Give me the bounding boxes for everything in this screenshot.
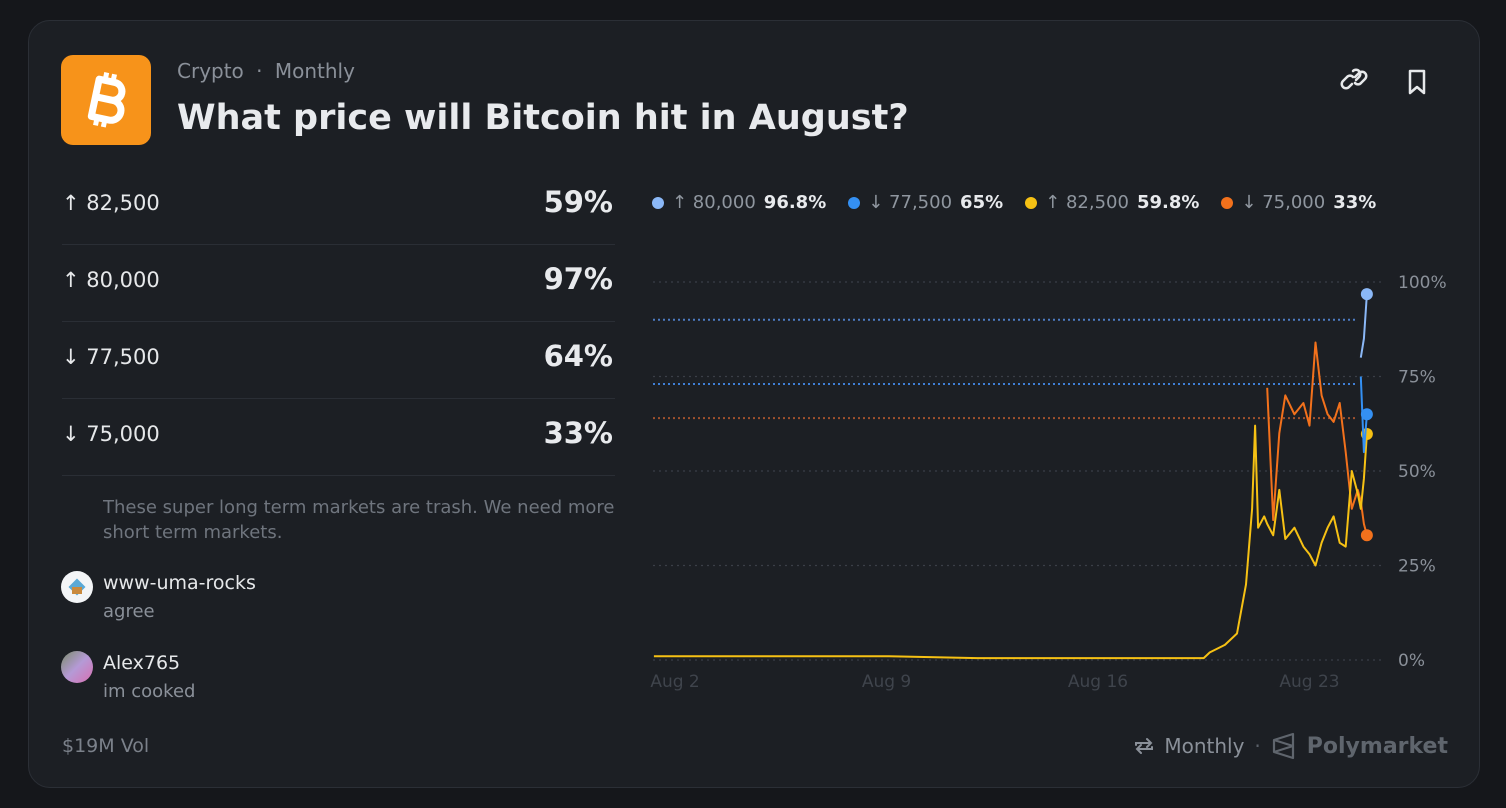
outcome-percent: 59% — [543, 185, 613, 219]
outcome-percent: 97% — [543, 262, 613, 296]
outcome-percent: 33% — [543, 416, 613, 450]
legend-value: 65% — [960, 192, 1004, 213]
legend-dot — [848, 196, 861, 209]
category[interactable]: Crypto — [177, 59, 244, 83]
market-title: What price will Bitcoin hit in August? — [177, 98, 909, 138]
legend-name: ↑ 82,500 — [1045, 192, 1129, 213]
comment-faded: These super long term markets are trash.… — [103, 497, 623, 547]
brand[interactable]: Polymarket — [1306, 733, 1448, 759]
outcome-row[interactable]: ↑ 82,500 59% — [62, 167, 615, 245]
legend-item[interactable]: ↓ 75,000 33% — [1221, 192, 1376, 213]
legend-value: 59.8% — [1136, 192, 1200, 213]
frequency[interactable]: Monthly — [274, 59, 355, 83]
footer-right: Monthly · Polymarket — [1134, 732, 1448, 760]
outcome-label: ↑ 82,500 — [62, 191, 160, 215]
outcome-row[interactable]: ↑ 80,000 97% — [62, 244, 615, 322]
legend-dot — [1221, 196, 1234, 209]
outcome-percent: 64% — [543, 339, 613, 373]
comment-user[interactable]: Alex765 — [103, 652, 181, 674]
legend-item[interactable]: ↑ 80,000 96.8% — [652, 192, 826, 213]
outcome-row[interactable]: ↓ 75,000 33% — [62, 398, 615, 476]
legend-name: ↓ 75,000 — [1241, 192, 1326, 213]
comment-user[interactable]: www-uma-rocks — [103, 572, 256, 594]
legend-name: ↑ 80,000 — [672, 192, 756, 213]
bookmark-button[interactable] — [1405, 68, 1431, 96]
avatar[interactable] — [61, 571, 93, 603]
outcome-row[interactable]: ↓ 77,500 64% — [62, 321, 615, 399]
repeat-icon — [1135, 738, 1154, 754]
outcome-label: ↓ 75,000 — [62, 422, 160, 446]
legend-name: ↓ 77,500 — [868, 192, 953, 213]
outcome-label: ↓ 77,500 — [62, 345, 160, 369]
outcome-label: ↑ 80,000 — [62, 268, 160, 292]
legend-value: 96.8% — [763, 192, 827, 213]
bitcoin-icon — [61, 55, 151, 145]
legend-value: 33% — [1333, 192, 1377, 213]
polymarket-logo — [1272, 732, 1294, 760]
recurrence[interactable]: Monthly — [1164, 734, 1245, 758]
comment-text: These super long term markets are trash.… — [103, 497, 615, 543]
avatar[interactable] — [61, 651, 93, 683]
volume: $19M Vol — [62, 735, 150, 757]
legend: ↑ 80,000 96.8% ↓ 77,500 65% ↑ 82,500 59.8% ↓ 7… — [652, 192, 1376, 213]
comment-text: agree — [103, 601, 155, 622]
breadcrumb: Crypto · Monthly — [177, 59, 355, 83]
link-button[interactable] — [1340, 68, 1368, 96]
legend-item[interactable]: ↑ 82,500 59.8% — [1025, 192, 1199, 213]
comment-text: im cooked — [103, 681, 196, 702]
legend-item[interactable]: ↓ 77,500 65% — [848, 192, 1003, 213]
separator: · — [1254, 734, 1261, 758]
legend-dot — [1025, 196, 1038, 209]
legend-dot — [652, 196, 664, 209]
